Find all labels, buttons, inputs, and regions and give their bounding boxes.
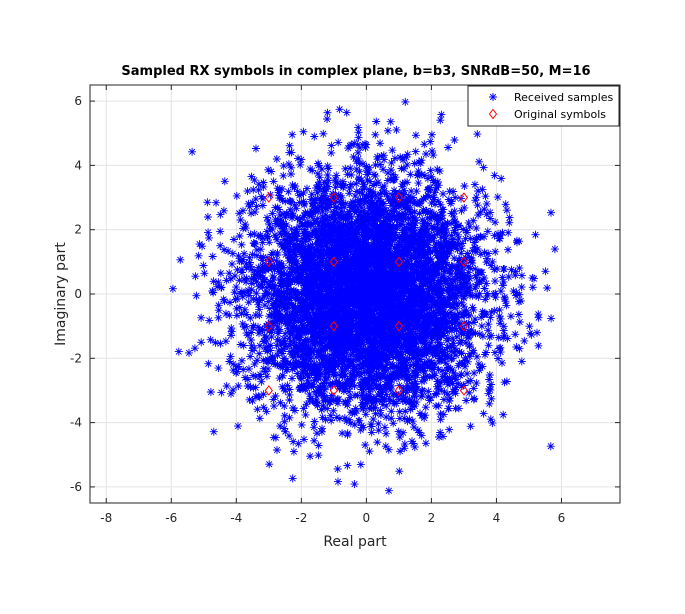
x-axis-label: Real part xyxy=(323,534,387,550)
x-tick-label: -4 xyxy=(230,511,242,525)
original-symbol-point xyxy=(329,320,338,332)
received-samples-series xyxy=(168,97,559,495)
original-symbols-series xyxy=(264,192,469,396)
y-tick-label: 0 xyxy=(74,287,82,301)
y-tick-label: -2 xyxy=(70,351,82,365)
x-tick-label: 6 xyxy=(558,511,566,525)
y-tick-label: -4 xyxy=(70,416,82,430)
x-tick-label: 0 xyxy=(363,511,371,525)
x-tick-label: 2 xyxy=(428,511,436,525)
legend-asterisk xyxy=(489,93,497,101)
legend-diamond-marker xyxy=(488,108,498,120)
original-symbol-point xyxy=(329,256,338,268)
chart-title: Sampled RX symbols in complex plane, b=b… xyxy=(121,64,590,79)
axis-ticks: -8 -6 -4 -2 0 2 4 6 -6 -4 -2 0 2 4 6 xyxy=(70,85,620,525)
y-tick-label: 2 xyxy=(74,223,82,237)
legend: Received samples Original symbols xyxy=(467,85,620,127)
legend-label-received: Received samples xyxy=(514,91,614,104)
original-symbol-point xyxy=(394,256,404,268)
x-tick-label: 4 xyxy=(493,511,501,525)
y-tick-label: 4 xyxy=(74,158,82,172)
x-tick-label: -6 xyxy=(165,511,177,525)
y-tick-label: 6 xyxy=(74,94,82,108)
original-symbol-point xyxy=(264,385,273,396)
received-sample-markers xyxy=(168,97,559,495)
original-symbol-point xyxy=(459,192,469,203)
original-symbol-point xyxy=(394,385,404,396)
original-symbol-point xyxy=(394,192,404,203)
legend-box xyxy=(467,85,620,127)
original-symbol-point xyxy=(264,256,273,268)
legend-asterisk-marker xyxy=(489,93,497,101)
y-tick-label: -6 xyxy=(70,480,82,494)
original-symbol-point xyxy=(264,320,273,332)
original-symbol-point xyxy=(394,320,404,332)
original-symbol-point xyxy=(329,192,338,203)
original-symbol-point xyxy=(459,385,469,396)
original-symbol-point xyxy=(329,385,338,396)
original-symbol-point xyxy=(459,320,469,332)
x-tick-label: -8 xyxy=(100,511,112,525)
original-symbol-point xyxy=(459,256,469,268)
original-symbol-point xyxy=(264,192,273,203)
legend-label-original: Original symbols xyxy=(514,108,606,121)
y-axis-label: Imaginary part xyxy=(53,242,69,346)
legend-diamond xyxy=(488,108,498,120)
x-tick-label: -2 xyxy=(295,511,307,525)
